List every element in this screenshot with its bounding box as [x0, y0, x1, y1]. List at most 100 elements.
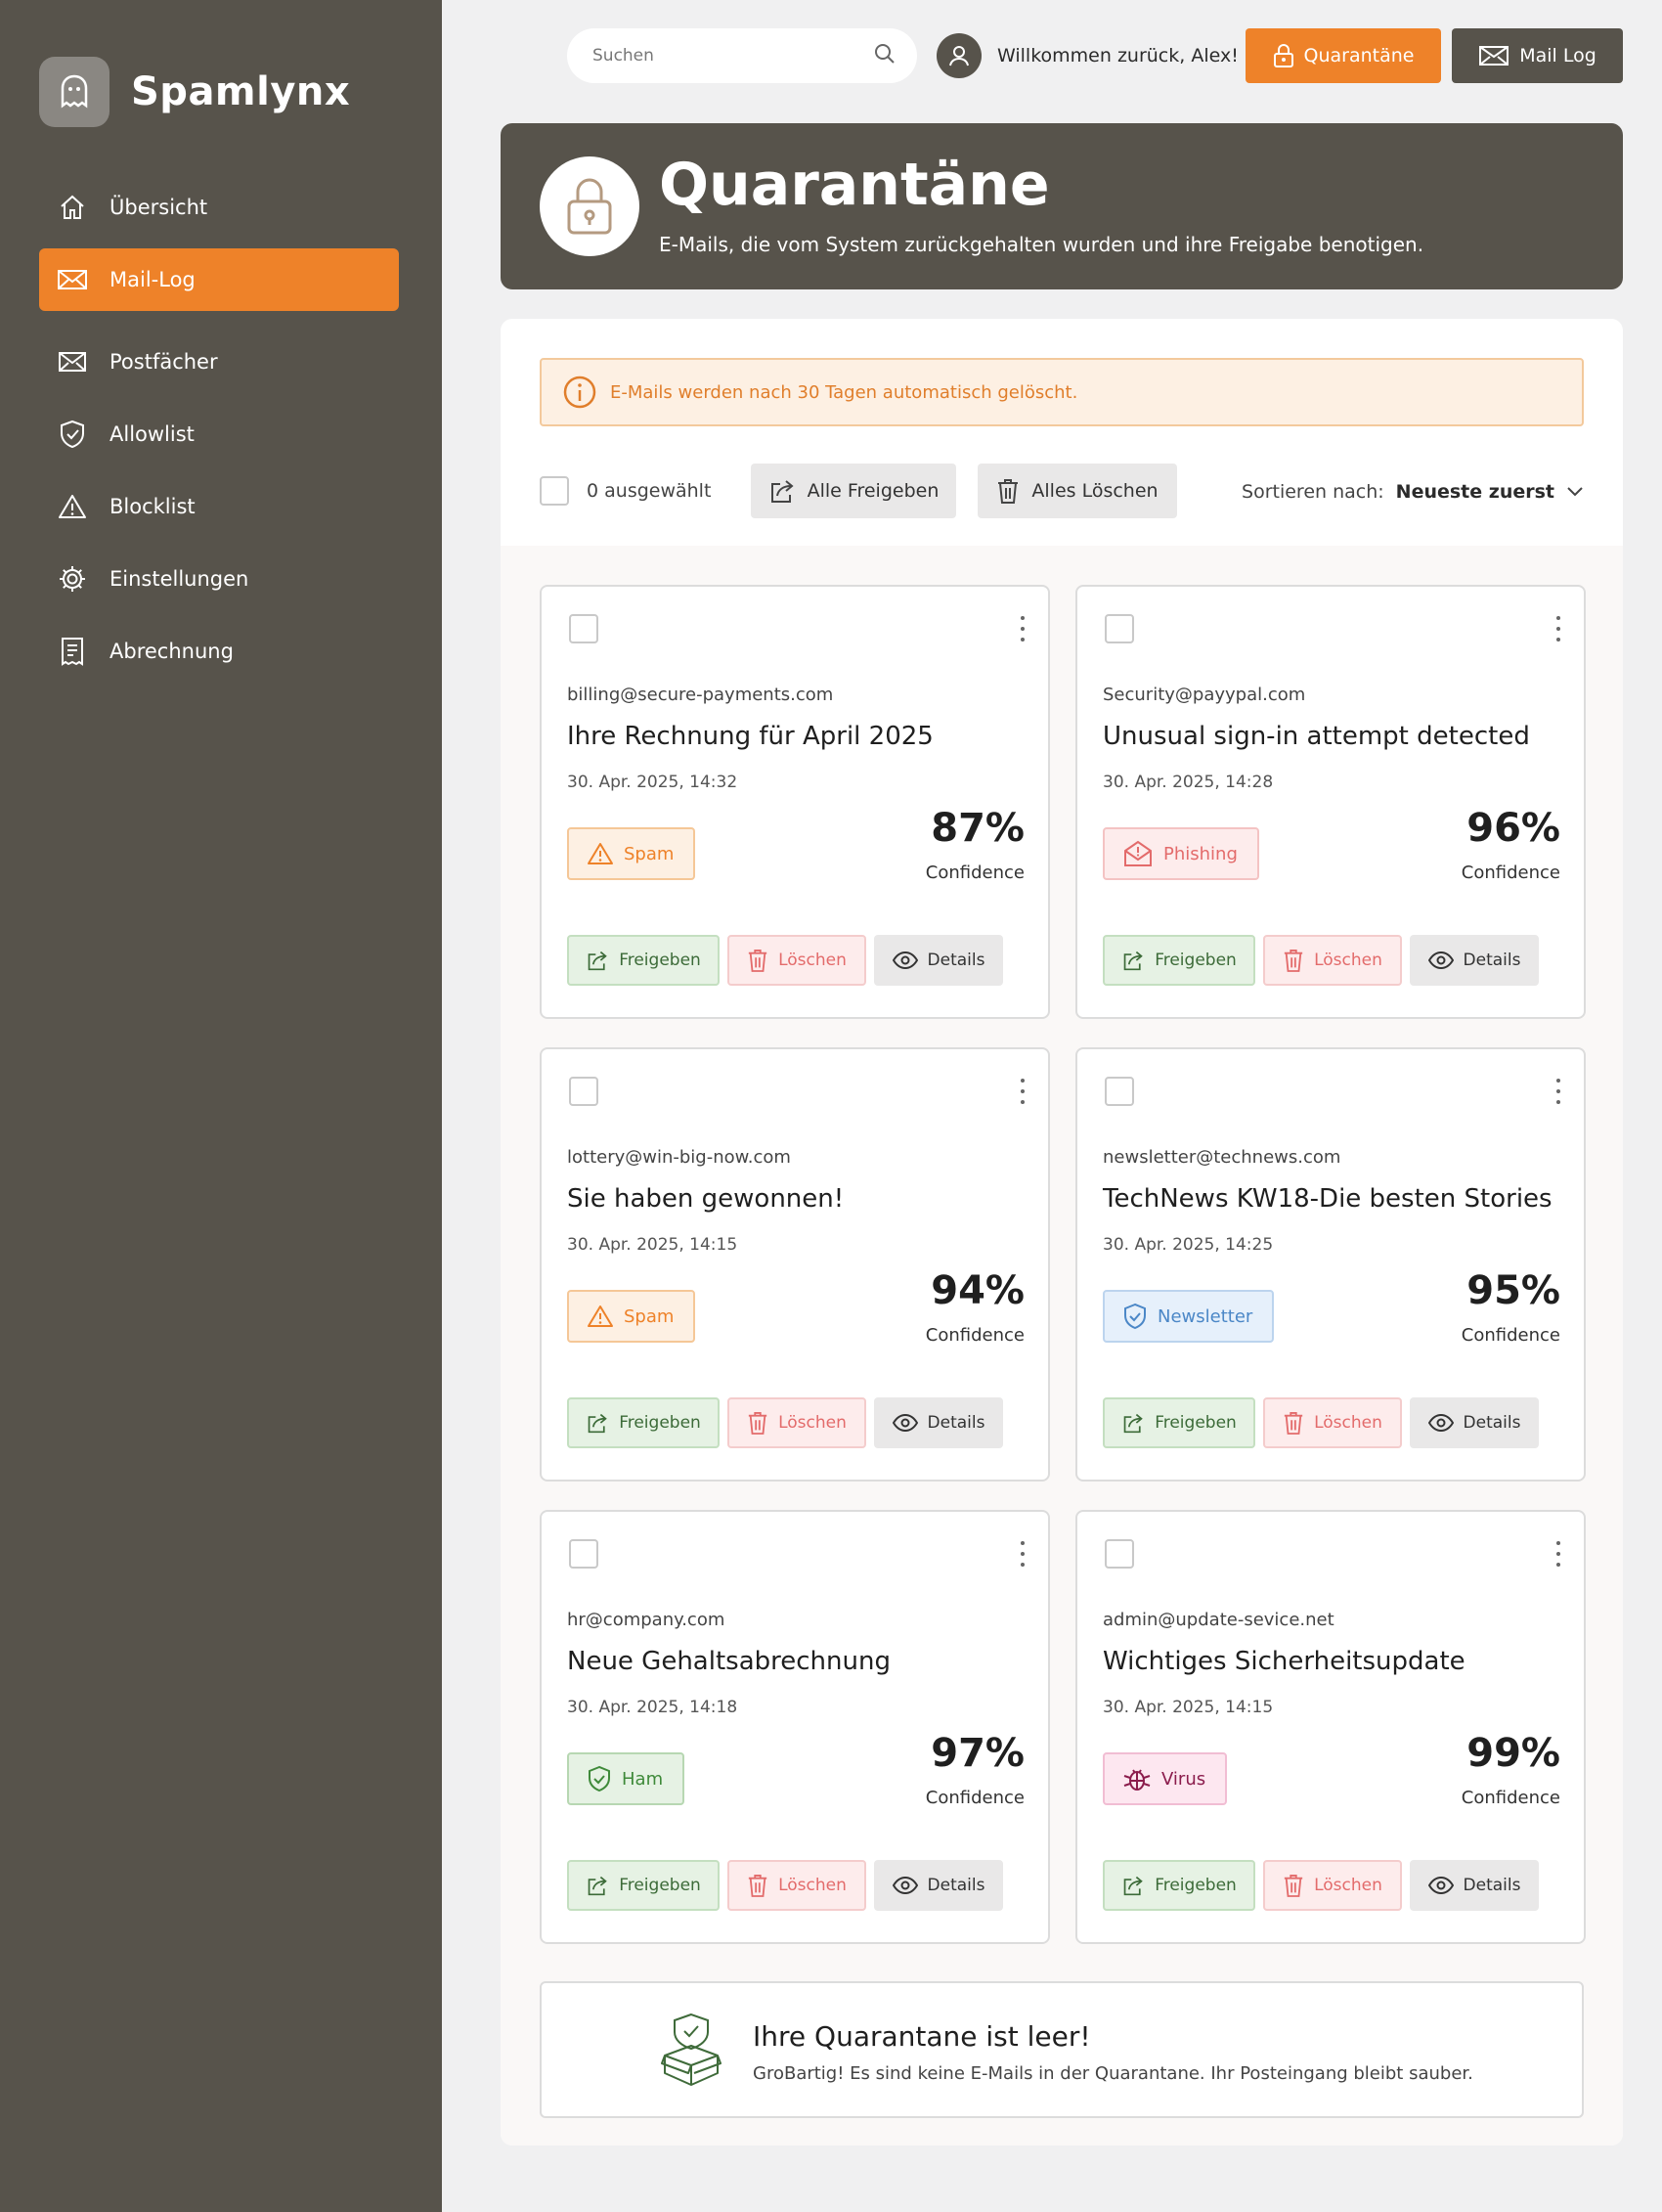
card-date: 30. Apr. 2025, 14:25 — [1103, 1235, 1274, 1255]
delete-button[interactable]: Löschen — [727, 1860, 866, 1911]
delete-label: Löschen — [778, 1413, 847, 1433]
sidebar-item-uebersicht[interactable]: Übersicht — [39, 176, 399, 239]
card-checkbox[interactable] — [1105, 1077, 1134, 1106]
more-options-icon[interactable] — [1554, 616, 1562, 641]
email-card[interactable]: Security@payypal.com Unusual sign-in att… — [1075, 585, 1586, 1019]
more-options-icon[interactable] — [1554, 1079, 1562, 1104]
details-button[interactable]: Details — [874, 1860, 1003, 1911]
search-bar[interactable] — [567, 28, 917, 83]
card-checkbox[interactable] — [569, 614, 598, 643]
mail-log-button[interactable]: Mail Log — [1452, 28, 1623, 83]
details-button[interactable]: Details — [874, 1397, 1003, 1448]
delete-button[interactable]: Löschen — [1263, 1397, 1402, 1448]
eye-icon — [1427, 1414, 1454, 1432]
mail-icon — [57, 346, 88, 377]
page-title: Quarantäne — [659, 151, 1050, 219]
details-label: Details — [1463, 951, 1521, 970]
email-card[interactable]: newsletter@technews.com TechNews KW18-Di… — [1075, 1047, 1586, 1482]
card-checkbox[interactable] — [569, 1539, 598, 1569]
sidebar-item-abrechnung[interactable]: Abrechnung — [39, 620, 399, 683]
eye-icon — [892, 1877, 918, 1894]
avatar[interactable] — [937, 33, 982, 78]
details-label: Details — [927, 1876, 985, 1895]
release-button[interactable]: Freigeben — [567, 1397, 720, 1448]
card-subject: Ihre Rechnung für April 2025 — [567, 722, 934, 751]
category-badge: Newsletter — [1103, 1290, 1275, 1343]
release-label: Freigeben — [619, 1413, 701, 1433]
release-all-button[interactable]: Alle Freigeben — [751, 464, 956, 518]
delete-button[interactable]: Löschen — [1263, 935, 1402, 986]
release-label: Freigeben — [1155, 1413, 1237, 1433]
sort-dropdown[interactable]: Sortieren nach: Neueste zuerst — [1242, 481, 1584, 503]
card-checkbox[interactable] — [1105, 614, 1134, 643]
gear-icon — [57, 563, 88, 595]
shield-check-icon — [589, 1765, 610, 1792]
delete-button[interactable]: Löschen — [1263, 1860, 1402, 1911]
confidence-value: 99% — [1466, 1731, 1560, 1776]
email-card[interactable]: lottery@win-big-now.com Sie haben gewonn… — [540, 1047, 1050, 1482]
more-options-icon[interactable] — [1019, 616, 1027, 641]
card-actions: Freigeben Löschen Details — [567, 935, 1011, 986]
delete-button[interactable]: Löschen — [727, 935, 866, 986]
sidebar-item-allowlist[interactable]: Allowlist — [39, 403, 399, 465]
release-button[interactable]: Freigeben — [1103, 1397, 1255, 1448]
bug-icon — [1123, 1769, 1151, 1791]
card-date: 30. Apr. 2025, 14:18 — [567, 1698, 738, 1717]
confidence-label: Confidence — [1461, 1325, 1560, 1346]
eye-icon — [892, 1414, 918, 1432]
bulk-toolbar: 0 ausgewählt Alle Freigeben Alles Lösche… — [540, 464, 1584, 518]
details-button[interactable]: Details — [1410, 935, 1539, 986]
brand[interactable]: Spamlynx — [39, 57, 350, 127]
release-button[interactable]: Freigeben — [1103, 1860, 1255, 1911]
delete-button[interactable]: Löschen — [727, 1397, 866, 1448]
more-options-icon[interactable] — [1019, 1541, 1027, 1567]
release-label: Freigeben — [619, 1876, 701, 1895]
card-sender: Security@payypal.com — [1103, 685, 1306, 705]
confidence-value: 95% — [1466, 1268, 1560, 1313]
confidence-value: 87% — [931, 806, 1025, 851]
card-date: 30. Apr. 2025, 14:15 — [567, 1235, 738, 1255]
trash-icon — [748, 1875, 767, 1897]
sidebar-item-blocklist[interactable]: Blocklist — [39, 475, 399, 538]
release-button[interactable]: Freigeben — [567, 935, 720, 986]
select-all-checkbox[interactable] — [540, 476, 569, 506]
delete-label: Löschen — [1314, 1876, 1382, 1895]
eye-icon — [892, 951, 918, 969]
more-options-icon[interactable] — [1554, 1541, 1562, 1567]
email-card[interactable]: admin@update-sevice.net Wichtiges Sicher… — [1075, 1510, 1586, 1944]
sidebar-item-postfaecher[interactable]: Postfächer — [39, 331, 399, 393]
card-date: 30. Apr. 2025, 14:28 — [1103, 773, 1274, 792]
select-all[interactable]: 0 ausgewählt — [540, 476, 711, 506]
card-subject: Neue Gehaltsabrechnung — [567, 1647, 891, 1676]
search-icon[interactable] — [874, 43, 896, 68]
details-button[interactable]: Details — [1410, 1860, 1539, 1911]
sidebar-item-label: Postfächer — [109, 350, 218, 374]
eye-icon — [1427, 951, 1454, 969]
more-options-icon[interactable] — [1019, 1079, 1027, 1104]
search-input[interactable] — [592, 46, 874, 66]
eye-icon — [1427, 1877, 1454, 1894]
sidebar-item-mail-log[interactable]: Mail-Log — [39, 248, 399, 311]
sidebar-item-label: Einstellungen — [109, 567, 249, 591]
trash-icon — [748, 950, 767, 972]
card-checkbox[interactable] — [569, 1077, 598, 1106]
home-icon — [57, 192, 88, 223]
sidebar-item-label: Mail-Log — [109, 268, 196, 291]
brand-name: Spamlynx — [131, 69, 351, 114]
release-button[interactable]: Freigeben — [567, 1860, 720, 1911]
details-button[interactable]: Details — [874, 935, 1003, 986]
user-greeting: Willkommen zurück, Alex! — [937, 33, 1239, 78]
details-button[interactable]: Details — [1410, 1397, 1539, 1448]
card-date: 30. Apr. 2025, 14:32 — [567, 773, 738, 792]
welcome-text: Willkommen zurück, Alex! — [997, 45, 1239, 66]
release-button[interactable]: Freigeben — [1103, 935, 1255, 986]
quarantine-button[interactable]: Quarantäne — [1246, 28, 1441, 83]
sidebar-item-einstellungen[interactable]: Einstellungen — [39, 548, 399, 610]
delete-label: Löschen — [778, 1876, 847, 1895]
email-card[interactable]: hr@company.com Neue Gehaltsabrechnung 30… — [540, 1510, 1050, 1944]
card-subject: Wichtiges Sicherheitsupdate — [1103, 1647, 1465, 1676]
delete-all-button[interactable]: Alles Löschen — [978, 464, 1177, 518]
card-checkbox[interactable] — [1105, 1539, 1134, 1569]
badge-label: Spam — [624, 843, 675, 864]
email-card[interactable]: billing@secure-payments.com Ihre Rechnun… — [540, 585, 1050, 1019]
